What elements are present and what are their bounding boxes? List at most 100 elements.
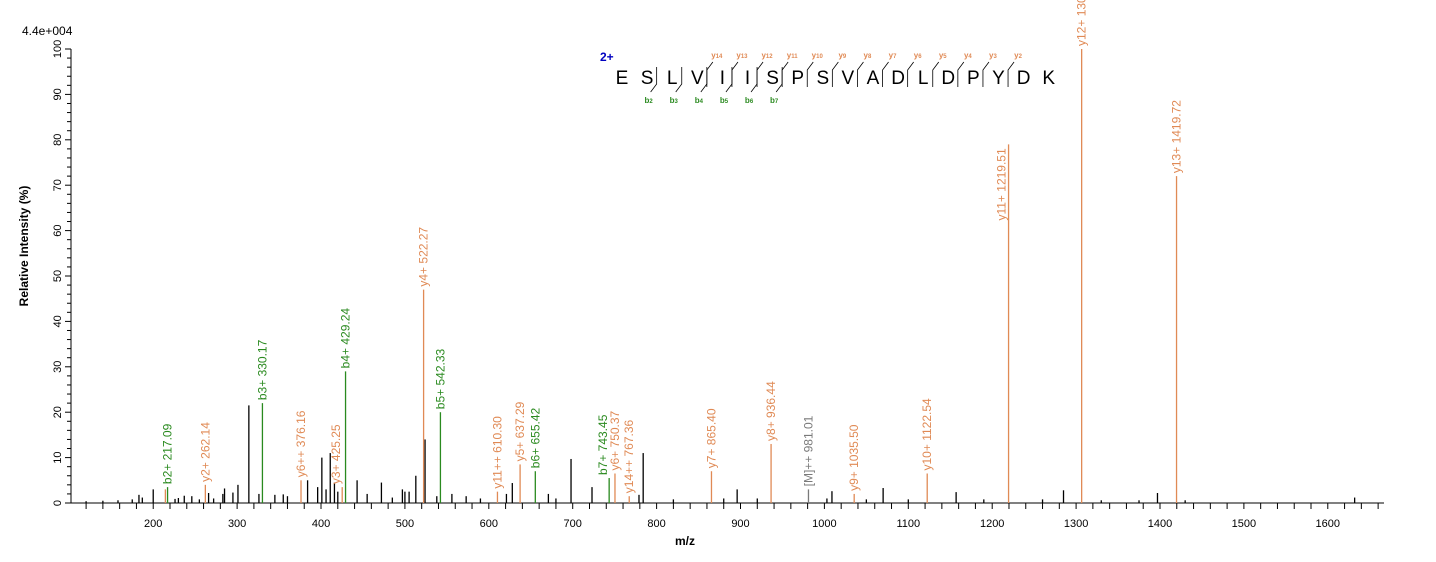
b-fragment-index: 3: [675, 99, 679, 105]
peak-label: b2+ 217.09: [161, 423, 175, 484]
b-fragment-marker: [650, 67, 658, 93]
y-fragment-marker: [806, 61, 814, 87]
y-tick-label: 20: [52, 406, 64, 418]
peak-label: b4+ 429.24: [339, 308, 353, 369]
y-fragment-label: y13: [736, 51, 748, 60]
x-tick-label: 900: [731, 518, 749, 530]
y-fragment-label: y11: [787, 51, 798, 60]
peak-label: [M]++ 981.01: [801, 415, 815, 486]
x-tick-label: 1600: [1316, 518, 1340, 530]
y-fragment-index: 9: [843, 54, 847, 60]
axes: 200 300 400 500 600 700 800 900 1000 1100 1200 1300…: [52, 40, 1384, 530]
y-fragment-marker: [831, 61, 839, 87]
b-fragment-letter: b: [770, 96, 775, 105]
residue: V: [691, 68, 704, 89]
y-fragment-index: 6: [918, 54, 922, 60]
b-fragment-index: 6: [750, 99, 754, 105]
y-fragment-letter: y: [989, 51, 994, 60]
y-fragment-index: 8: [868, 54, 872, 60]
y-fragment-marker: [882, 61, 889, 87]
b-fragment-marker: [775, 67, 783, 93]
x-tick-label: 300: [228, 518, 246, 530]
y-fragment-label: y14: [711, 51, 723, 60]
residue: S: [816, 68, 829, 89]
x-tick-label: 1000: [812, 518, 836, 530]
peak-label: y5+ 637.29: [513, 401, 527, 461]
y-fragment-label: y4: [964, 51, 972, 60]
y-fragment-label: y5: [939, 51, 947, 60]
peak-label: y13+ 1419.72: [1170, 100, 1184, 173]
b-fragment-letter: b: [645, 96, 650, 105]
y-fragment-marker: [857, 61, 864, 87]
x-tick-label: 700: [564, 518, 582, 530]
y-fragment-marker: [907, 61, 914, 87]
peak-label: y10+ 1122.54: [920, 398, 934, 471]
y-fragment-marker: [756, 61, 764, 87]
y-fragment-label: y7: [889, 51, 897, 60]
y-tick-label: 50: [52, 270, 64, 282]
y-fragment-label: y9: [838, 51, 846, 60]
b-fragment-label: b5: [720, 96, 729, 105]
b-fragment-label: b4: [695, 96, 704, 105]
b-fragment-index: 2: [649, 99, 653, 105]
y-tick-label: 0: [52, 500, 64, 506]
x-tick-label: 1400: [1148, 518, 1172, 530]
y-fragment-label: y10: [812, 51, 824, 60]
y-tick-label: 30: [52, 361, 64, 373]
b-fragment-index: 7: [775, 99, 779, 105]
precursor-charge: 2+: [600, 50, 614, 64]
y-fragment-index: 2: [1019, 54, 1023, 60]
peak-label: y11++ 610.30: [490, 416, 504, 489]
y-fragment-label: y3: [989, 51, 997, 60]
b-fragment-label: b2: [645, 96, 654, 105]
x-tick-label: 200: [144, 518, 162, 530]
y-fragment-index: 10: [816, 54, 823, 60]
peak-label: b3+ 330.17: [255, 339, 269, 400]
y-fragment-marker: [982, 61, 990, 87]
peak-label: y7+ 865.40: [704, 408, 718, 468]
y-fragment-index: 11: [791, 54, 798, 60]
y-fragment-letter: y: [761, 51, 766, 60]
intensity-scale-label: 4.4e+004: [22, 24, 73, 38]
b-fragment-marker: [750, 67, 758, 93]
peak-label: y3+ 425.25: [329, 424, 343, 484]
b-fragment-marker: [675, 67, 683, 93]
y-fragment-letter: y: [864, 51, 869, 60]
y-tick-label: 100: [52, 40, 64, 58]
y-fragment-label: y2: [1014, 51, 1022, 60]
y-fragment-index: 7: [893, 54, 897, 60]
y-fragment-letter: y: [939, 51, 944, 60]
x-tick-label: 600: [480, 518, 498, 530]
y-fragment-marker: [706, 61, 714, 87]
peak-label: y11+ 1219.51: [995, 148, 1009, 221]
y-tick-label: 70: [52, 179, 64, 191]
residue: D: [891, 68, 905, 89]
residue: P: [791, 68, 804, 89]
b-fragment-marker: [725, 67, 733, 93]
residue: K: [1042, 68, 1055, 89]
y-tick-label: 10: [52, 451, 64, 463]
y-fragment-index: 3: [994, 54, 998, 60]
x-tick-label: 1500: [1232, 518, 1256, 530]
y-tick-label: 40: [52, 315, 64, 327]
y-fragment-index: 4: [968, 54, 972, 60]
residue: L: [918, 68, 929, 89]
y-fragment-letter: y: [964, 51, 969, 60]
b-fragment-label: b3: [670, 96, 679, 105]
y-fragment-letter: y: [787, 51, 792, 60]
x-tick-label: 500: [396, 518, 414, 530]
b-fragment-label: b6: [745, 96, 754, 105]
y-fragment-marker: [731, 61, 739, 87]
y-fragment-marker: [781, 61, 789, 87]
x-tick-label: 800: [647, 518, 665, 530]
peak-label: b6+ 655.42: [528, 408, 542, 469]
y-fragment-marker: [1007, 61, 1015, 87]
y-fragment-letter: y: [1014, 51, 1019, 60]
x-tick-label: 400: [312, 518, 330, 530]
residue: E: [616, 68, 629, 89]
peaks: b2+ 217.09 y2+ 262.14 b3+ 330.17 y6++ 376.1…: [85, 0, 1356, 503]
b-fragment-label: b7: [770, 96, 779, 105]
b-fragment-index: 4: [700, 99, 704, 105]
y-fragment-label: y12: [761, 51, 773, 60]
